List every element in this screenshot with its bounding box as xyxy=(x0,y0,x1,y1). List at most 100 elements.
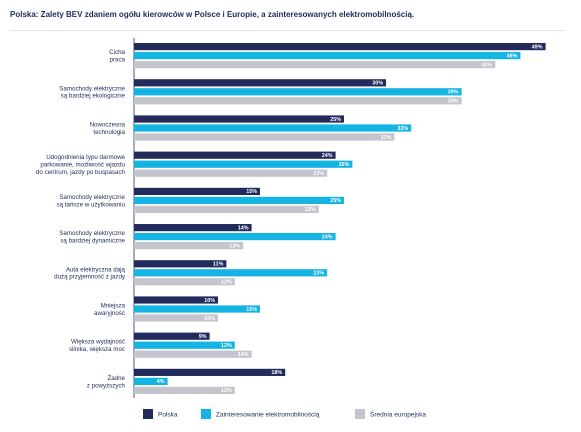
bar-value-label: 24% xyxy=(322,234,333,240)
bar-value-label: 14% xyxy=(238,225,249,231)
bar xyxy=(134,133,395,141)
bar-value-label: 10% xyxy=(204,298,215,304)
category-label: Samochody elektryczne są bardziej dynamic… xyxy=(59,230,125,244)
category-label-line: Udogodnienia typu darmowe xyxy=(46,154,125,161)
bar xyxy=(134,332,210,340)
bar xyxy=(134,151,336,159)
title-divider xyxy=(10,30,565,31)
bar-value-label: 39% xyxy=(448,99,459,105)
category-label: Cicha praca xyxy=(109,49,125,63)
legend-swatch xyxy=(143,409,153,419)
category-label-line: dużą przyjemność z jazdy xyxy=(54,274,126,281)
bar xyxy=(134,169,328,177)
bar xyxy=(134,305,260,313)
category-label-line: są bardziej dynamiczne xyxy=(60,238,125,245)
bar-value-label: 9% xyxy=(199,334,207,340)
category-label-line: Samochody elektryczne xyxy=(59,194,125,201)
category-label: Większa wydajność silnika, większa moc xyxy=(69,339,125,353)
bar-value-label: 39% xyxy=(448,90,459,96)
bar-value-label: 12% xyxy=(221,388,232,394)
bar-value-label: 25% xyxy=(330,117,341,123)
bar-value-label: 15% xyxy=(246,307,257,313)
bar xyxy=(134,79,386,87)
bar-value-label: 24% xyxy=(322,153,333,159)
bar-value-label: 31% xyxy=(381,135,392,141)
bar-value-label: 15% xyxy=(246,189,257,195)
bar-value-label: 26% xyxy=(339,162,350,168)
category-label-line: Większa wydajność xyxy=(71,339,125,346)
category-label-line: do centrum, jazdy po buspasach xyxy=(36,169,126,176)
bar xyxy=(134,43,546,51)
legend-swatch xyxy=(201,409,211,419)
category-label-line: Mniejsza xyxy=(101,303,126,310)
bar xyxy=(134,260,227,268)
bar-value-label: 11% xyxy=(213,262,224,268)
bar-value-label: 49% xyxy=(532,44,543,50)
category-label: Auta elektryczna dają dużą przyjemność z … xyxy=(54,266,126,280)
category-label-line: Auta elektryczna dają xyxy=(66,266,126,273)
legend-swatch xyxy=(355,409,365,419)
bar xyxy=(134,269,328,277)
category-label: Udogodnienia typu darmowe parkowanie, moż… xyxy=(36,154,126,176)
bar-value-label: 13% xyxy=(229,243,240,249)
legend-label: Średnia europejska xyxy=(370,410,426,419)
bar-value-label: 12% xyxy=(221,343,232,349)
bar xyxy=(134,368,286,376)
bar xyxy=(134,124,412,132)
chart-title: Polska: Zalety BEV zdaniem ogółu kierowc… xyxy=(10,10,415,19)
bar-value-label: 33% xyxy=(397,126,408,132)
bar xyxy=(134,61,496,69)
category-label-line: Nowoczesna xyxy=(90,122,126,129)
bar xyxy=(134,187,260,195)
category-label-line: silnika, większa moc xyxy=(69,346,125,353)
legend-label: Polska xyxy=(158,412,178,419)
bar xyxy=(134,97,462,105)
bar-value-label: 23% xyxy=(313,171,324,177)
bar xyxy=(134,224,252,232)
bar-value-label: 4% xyxy=(157,379,165,385)
bar-value-label: 23% xyxy=(313,271,324,277)
bar-value-label: 30% xyxy=(372,81,383,87)
bar xyxy=(134,341,235,349)
bar xyxy=(134,115,344,123)
bar xyxy=(134,233,336,241)
bar-value-label: 43% xyxy=(481,62,492,68)
bar-value-label: 46% xyxy=(507,53,518,59)
bar xyxy=(134,242,244,250)
category-label-line: z powyższych xyxy=(87,382,126,389)
bar xyxy=(134,52,521,60)
category-label-line: praca xyxy=(110,57,126,64)
category-label-line: Żadne xyxy=(107,375,125,382)
bar xyxy=(134,314,218,322)
bar-value-label: 25% xyxy=(330,198,341,204)
bar-value-label: 12% xyxy=(221,280,232,286)
bar-value-label: 14% xyxy=(238,352,249,358)
category-label-line: Samochody elektryczne xyxy=(59,85,125,92)
legend-label: Zainteresowanie elektromobilnością xyxy=(216,412,320,419)
category-label-line: awaryjność xyxy=(94,310,125,317)
bar-value-label: 10% xyxy=(204,316,215,322)
bar xyxy=(134,196,344,204)
bar-value-label: 22% xyxy=(305,207,316,213)
bar xyxy=(134,377,168,385)
category-label: Samochody elektryczne są tańsze w użytkow… xyxy=(57,194,126,208)
category-label-line: parkowanie, możliwość wjazdu xyxy=(40,161,125,168)
category-label: Nowoczesna technologia xyxy=(90,122,126,136)
bar xyxy=(134,350,252,358)
category-label-line: Cicha xyxy=(109,49,125,56)
bar xyxy=(134,160,353,168)
bar xyxy=(134,205,319,213)
category-label: Żadne z powyższych xyxy=(87,375,126,389)
bar-value-label: 18% xyxy=(271,370,282,376)
bar xyxy=(134,88,462,96)
category-label: Samochody elektryczne są bardziej ekologi… xyxy=(59,85,125,99)
bar xyxy=(134,278,235,286)
category-label-line: Samochody elektryczne xyxy=(59,230,125,237)
bar xyxy=(134,296,218,304)
category-label: Mniejsza awaryjność xyxy=(94,303,126,317)
category-label-line: są bardziej ekologiczne xyxy=(61,93,126,100)
category-label-line: są tańsze w użytkowaniu xyxy=(57,201,126,208)
category-label-line: technologia xyxy=(93,129,125,136)
